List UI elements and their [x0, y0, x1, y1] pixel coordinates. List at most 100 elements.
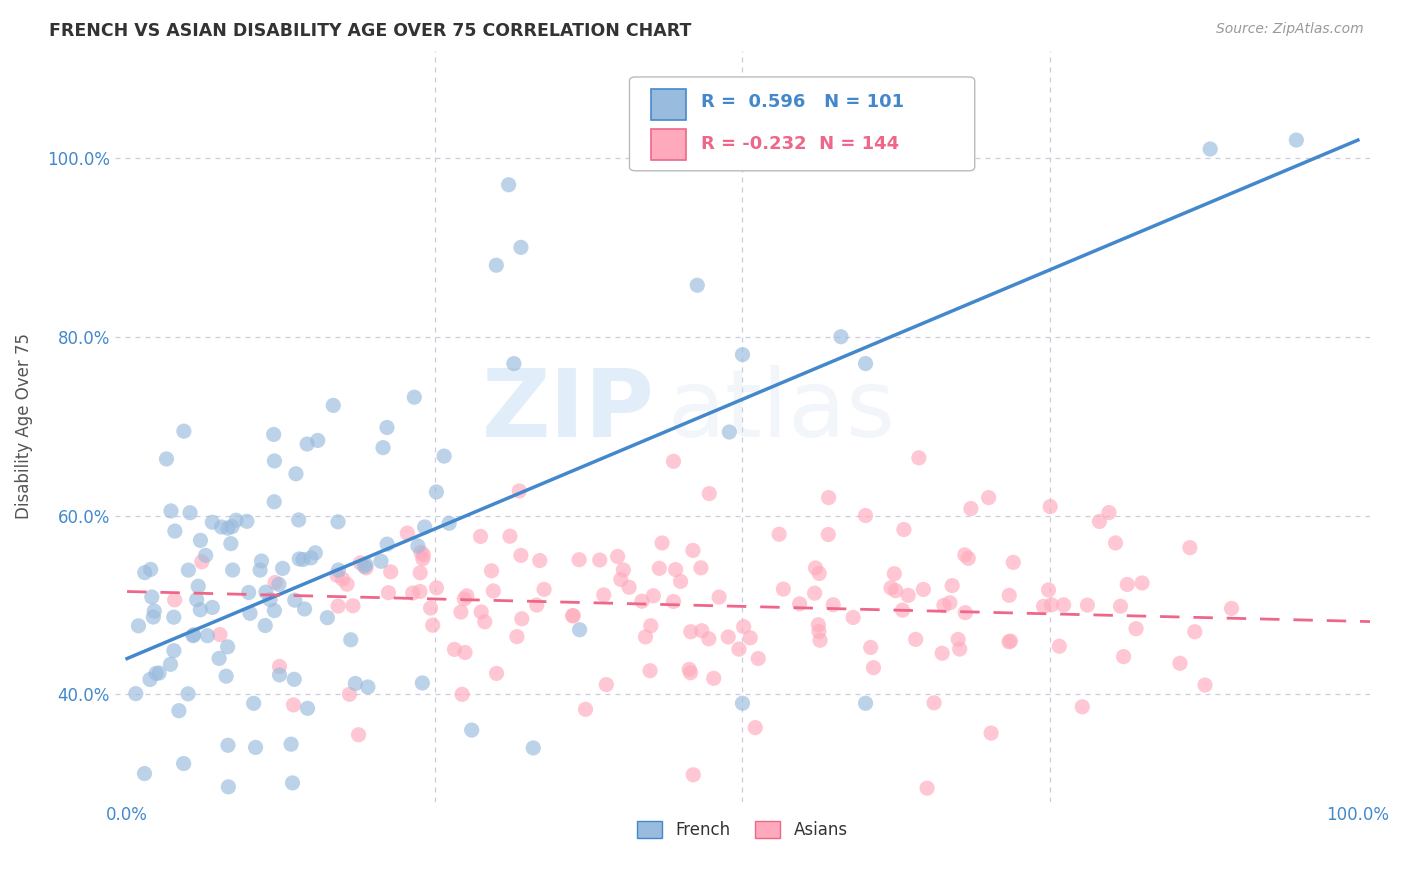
Point: [912, 582, 935, 597]
Point: [789, 597, 811, 611]
Point: [728, 642, 751, 657]
Point: [287, 513, 309, 527]
Point: [717, 630, 740, 644]
Point: [127, 619, 149, 633]
Point: [502, 357, 524, 371]
Point: [283, 673, 305, 687]
Point: [134, 566, 156, 580]
Point: [977, 491, 1000, 505]
Point: [443, 642, 465, 657]
Point: [859, 640, 882, 655]
Point: [662, 594, 685, 608]
Point: [804, 561, 827, 575]
Point: [595, 677, 617, 691]
Point: [332, 572, 354, 586]
Point: [411, 676, 433, 690]
Point: [263, 604, 285, 618]
Point: [529, 553, 551, 567]
Point: [460, 723, 482, 737]
Point: [893, 523, 915, 537]
Point: [1168, 657, 1191, 671]
Point: [425, 581, 447, 595]
Point: [474, 615, 496, 629]
Point: [344, 676, 367, 690]
Point: [404, 390, 426, 404]
Point: [450, 605, 472, 619]
Point: [682, 543, 704, 558]
Point: [236, 514, 259, 528]
Text: Source: ZipAtlas.com: Source: ZipAtlas.com: [1216, 22, 1364, 37]
Point: [922, 696, 945, 710]
Point: [349, 556, 371, 570]
Point: [284, 467, 307, 481]
Point: [731, 348, 754, 362]
Point: [1109, 599, 1132, 614]
Point: [939, 596, 962, 610]
Point: [173, 810, 195, 824]
Point: [433, 449, 456, 463]
Point: [703, 671, 725, 685]
Point: [370, 554, 392, 568]
Point: [245, 740, 267, 755]
Point: [744, 721, 766, 735]
Point: [679, 624, 702, 639]
Point: [263, 427, 285, 442]
Point: [148, 666, 170, 681]
Point: [617, 580, 640, 594]
Point: [510, 612, 533, 626]
Point: [509, 240, 531, 254]
Point: [631, 594, 654, 608]
Point: [215, 669, 238, 683]
Point: [225, 513, 247, 527]
Point: [125, 687, 148, 701]
Point: [166, 849, 188, 863]
Point: [498, 178, 520, 192]
Point: [217, 738, 239, 752]
Point: [304, 546, 326, 560]
Point: [883, 566, 905, 581]
Point: [855, 357, 877, 371]
Point: [191, 555, 214, 569]
Point: [1039, 500, 1062, 514]
Point: [506, 630, 529, 644]
Point: [669, 574, 692, 589]
Point: [134, 766, 156, 780]
Text: ZIP: ZIP: [482, 365, 655, 457]
Point: [425, 484, 447, 499]
Point: [254, 585, 277, 599]
Point: [326, 599, 349, 613]
Point: [697, 486, 720, 500]
Point: [208, 627, 231, 641]
Point: [375, 537, 398, 551]
Point: [163, 524, 186, 538]
Point: [159, 657, 181, 672]
Point: [221, 519, 243, 533]
Point: [980, 726, 1002, 740]
Point: [1047, 639, 1070, 653]
FancyBboxPatch shape: [630, 77, 974, 171]
Point: [263, 495, 285, 509]
Point: [1088, 515, 1111, 529]
Point: [485, 666, 508, 681]
Point: [219, 536, 242, 550]
Point: [690, 624, 713, 638]
Point: [679, 665, 702, 680]
Legend: French, Asians: French, Asians: [630, 814, 855, 846]
Point: [284, 593, 307, 607]
Point: [634, 630, 657, 644]
Point: [269, 668, 291, 682]
Point: [768, 527, 790, 541]
Point: [339, 632, 361, 647]
Point: [1125, 622, 1147, 636]
Point: [1052, 598, 1074, 612]
Point: [347, 728, 370, 742]
Point: [842, 610, 865, 624]
Point: [1130, 576, 1153, 591]
Point: [177, 687, 200, 701]
Point: [807, 617, 830, 632]
Point: [904, 632, 927, 647]
Point: [409, 584, 432, 599]
Point: [201, 600, 224, 615]
Point: [299, 550, 322, 565]
Point: [328, 563, 350, 577]
